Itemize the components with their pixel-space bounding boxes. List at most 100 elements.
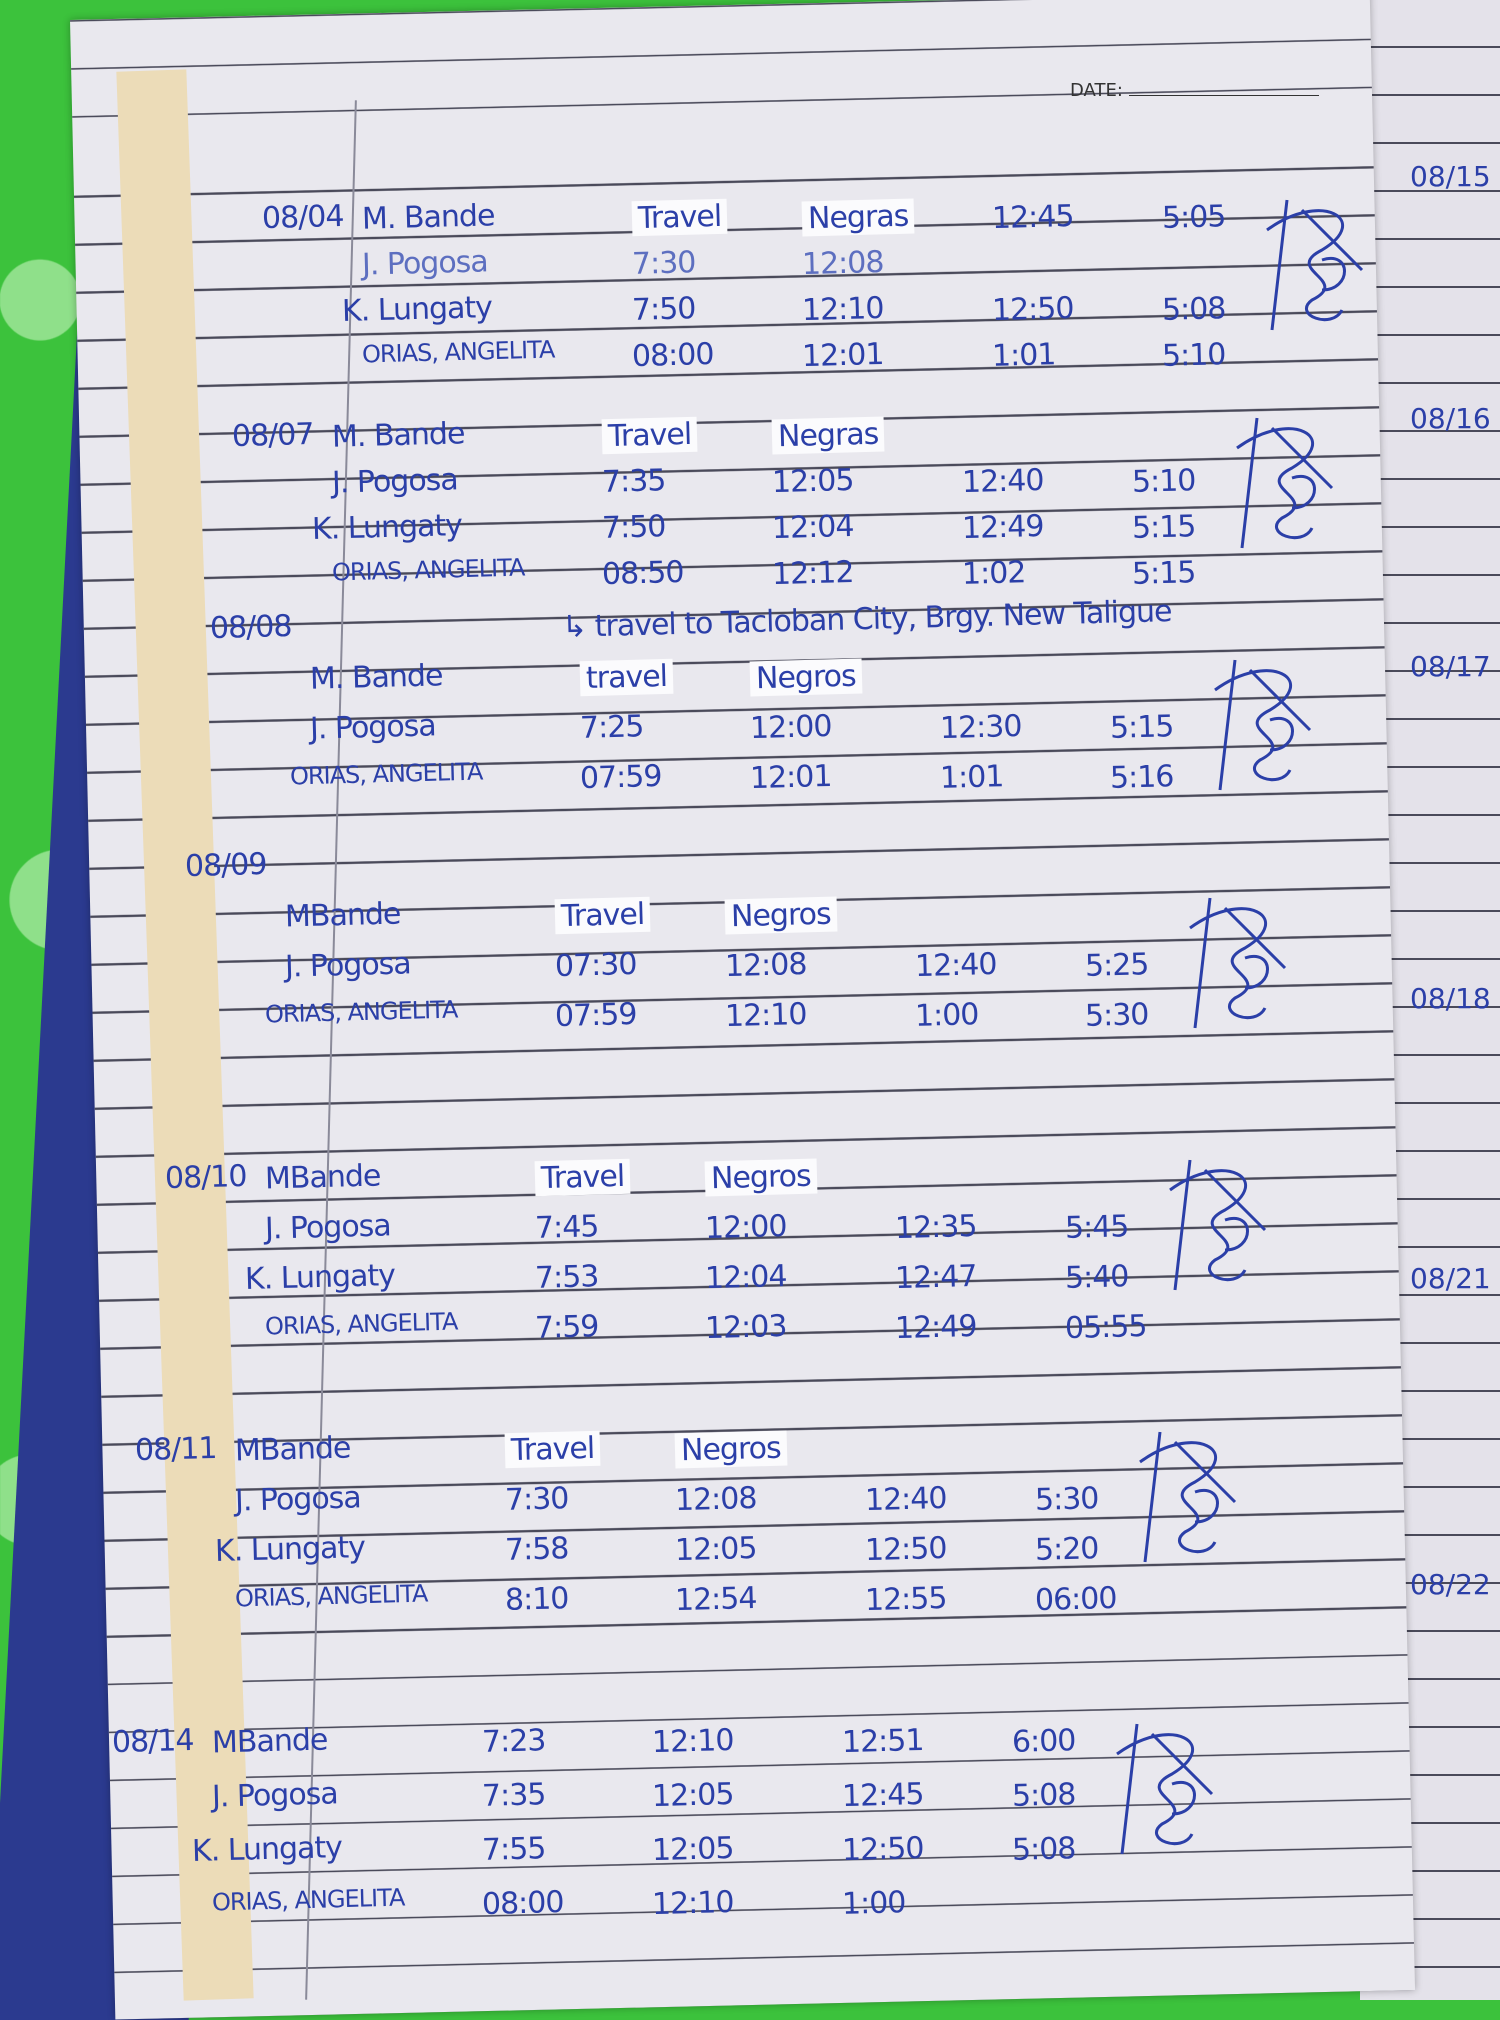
time-value: 5:20 [1034,1531,1099,1568]
time-value: 1:00 [914,997,979,1034]
time-value: 5:30 [1084,997,1149,1034]
time-value: 12:03 [704,1308,787,1347]
right-page-date: 08/16 [1410,402,1491,435]
time-value: 5:08 [1011,1777,1076,1814]
employee-name: J. Pogosa [331,462,459,501]
time-value: 12:35 [894,1208,977,1247]
status-label: Negras [801,198,915,237]
signature [1266,199,1364,331]
employee-name: ORIAS, ANGELITA [211,1883,405,1917]
time-value: 12:10 [801,290,884,329]
time-value: 06:00 [1034,1580,1117,1619]
time-value: 7:55 [481,1831,546,1868]
time-value: 5:15 [1131,509,1196,546]
entry-date: 08/14 [111,1722,194,1761]
employee-name: MBande [211,1722,328,1761]
status-label: Negros [749,658,863,697]
time-value: 1:00 [841,1885,906,1922]
time-value: 12:54 [674,1580,757,1619]
time-value: 5:15 [1131,555,1196,592]
employee-name: ORIAS, ANGELITA [361,335,555,369]
employee-name: ORIAS, ANGELITA [289,757,483,791]
time-value: 8:10 [504,1581,569,1618]
employee-name: J. Pogosa [361,244,489,283]
time-value: 7:53 [534,1259,599,1296]
entry-date: 08/11 [134,1430,217,1469]
time-value: 5:08 [1011,1831,1076,1868]
time-value: 07:30 [554,946,637,985]
time-value: 07:59 [579,758,662,797]
time-value: 12:00 [749,708,832,747]
time-value: 7:35 [601,463,666,500]
signature [1189,897,1287,1029]
time-value: 12:45 [991,198,1074,237]
employee-name: J. Pogosa [211,1776,339,1815]
time-value: 7:50 [631,291,696,328]
time-value: 12:49 [894,1308,977,1347]
signature [1116,1723,1214,1855]
employee-name: K. Lungaty [214,1530,366,1569]
status-label: travel [579,658,674,697]
time-value: 12:08 [724,946,807,985]
time-value: 7:25 [579,709,644,746]
entry-date: 08/09 [184,846,267,885]
entry-date: 08/08 [209,608,292,647]
time-value: 7:45 [534,1209,599,1246]
signature [1169,1159,1267,1291]
time-value: 12:00 [704,1208,787,1247]
time-value: 12:40 [864,1480,947,1519]
status-label: Negros [674,1430,788,1469]
time-value: 12:04 [704,1258,787,1297]
time-value: 7:59 [534,1309,599,1346]
employee-name: ORIAS, ANGELITA [331,553,525,587]
status-label: Negras [771,416,885,455]
right-page-date: 08/18 [1410,982,1491,1015]
employee-name: M. Bande [331,416,465,455]
time-value: 7:35 [481,1777,546,1814]
employee-name: M. Bande [309,658,443,697]
entry-date: 08/10 [164,1158,247,1197]
time-value: 12:30 [939,708,1022,747]
status-label: Negros [724,896,838,935]
time-value: 12:05 [651,1830,734,1869]
employee-name: ORIAS, ANGELITA [264,995,458,1029]
time-value: 12:50 [841,1830,924,1869]
time-value: 07:59 [554,996,637,1035]
signature [1139,1431,1237,1563]
time-value: 5:05 [1161,199,1226,236]
time-value: 12:08 [674,1480,757,1519]
employee-name: J. Pogosa [234,1480,362,1519]
time-value: 12:08 [801,244,884,283]
employee-name: MBande [264,1158,381,1197]
time-value: 12:40 [961,462,1044,501]
right-page-date: 08/17 [1410,650,1491,683]
time-value: 6:00 [1011,1723,1076,1760]
time-value: 12:50 [864,1530,947,1569]
time-value: 08:00 [631,336,714,375]
employee-name: K. Lungaty [341,290,493,329]
employee-name: J. Pogosa [284,946,412,985]
time-value: 12:01 [749,758,832,797]
time-value: 5:30 [1034,1481,1099,1518]
employee-name: ORIAS, ANGELITA [234,1579,428,1613]
time-value: 5:40 [1064,1259,1129,1296]
entry-date: 08/04 [261,198,344,237]
employee-name: ORIAS, ANGELITA [264,1307,458,1341]
employee-name: K. Lungaty [244,1258,396,1297]
date-line [1128,95,1319,96]
entry-date: 08/07 [231,416,314,455]
status-label: Negros [704,1158,818,1197]
date-header: DATE: [1070,80,1319,101]
employee-name: K. Lungaty [311,508,463,547]
time-value: 12:51 [841,1722,924,1761]
employee-name: MBande [284,896,401,935]
status-label: Travel [534,1158,631,1197]
time-value: 12:04 [771,508,854,547]
employee-name: M. Bande [361,198,495,237]
time-value: 7:30 [504,1481,569,1518]
status-label: Travel [504,1430,601,1469]
status-label: Travel [601,416,698,455]
signature [1236,417,1334,549]
employee-name: K. Lungaty [191,1830,343,1869]
time-value: 12:55 [864,1580,947,1619]
